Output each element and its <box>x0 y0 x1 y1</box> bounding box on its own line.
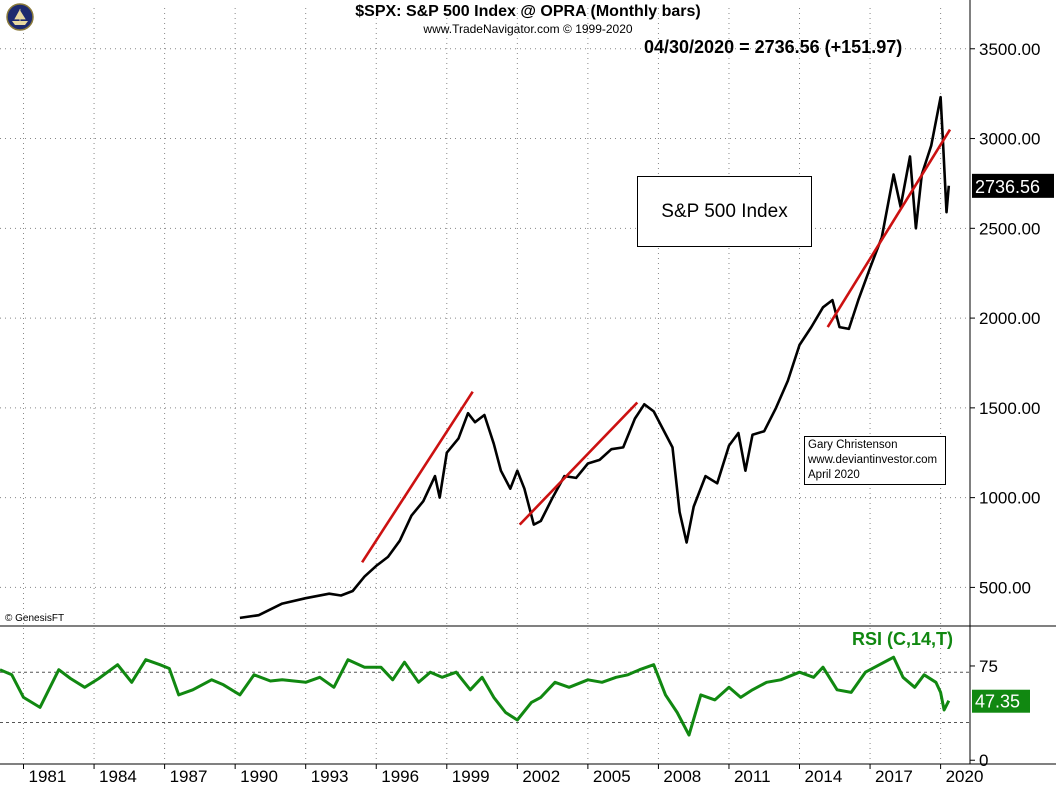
x-tick-label: 2005 <box>593 767 631 786</box>
rsi-y-tick-label: 0 <box>979 751 988 770</box>
chart-subtitle: www.TradeNavigator.com © 1999-2020 <box>423 22 633 36</box>
x-tick-label: 2014 <box>805 767 843 786</box>
trend-line <box>518 401 639 526</box>
last-price-label: 2736.56 <box>975 177 1040 197</box>
rsi-last-marker <box>972 689 1030 713</box>
chart-label-box: S&P 500 Index <box>637 176 812 247</box>
trend-line <box>826 128 952 328</box>
x-tick-label: 1999 <box>452 767 490 786</box>
y-tick-label: 2000.00 <box>979 309 1040 328</box>
y-tick-label: 3500.00 <box>979 40 1040 59</box>
credit-date: April 2020 <box>808 469 860 481</box>
ship-logo-icon <box>6 3 34 31</box>
last-bar-readout: 04/30/2020 = 2736.56 (+151.97) <box>644 37 903 57</box>
last-price-marker <box>972 173 1054 198</box>
rsi-last-label: 47.35 <box>975 692 1020 712</box>
x-tick-label: 1993 <box>311 767 349 786</box>
x-tick-label: 2020 <box>946 767 984 786</box>
rsi-y-tick-label: 75 <box>979 657 998 676</box>
y-tick-label: 1000.00 <box>979 489 1040 508</box>
credit-website: www.deviantinvestor.com <box>808 454 938 466</box>
x-tick-label: 2017 <box>875 767 913 786</box>
x-tick-label: 2008 <box>663 767 701 786</box>
price-series-line <box>239 95 951 620</box>
credit-author: Gary Christenson <box>808 439 898 451</box>
y-tick-label: 3000.00 <box>979 130 1040 149</box>
data-source-label: © GenesisFT <box>5 613 65 624</box>
x-tick-label: 1984 <box>99 767 137 786</box>
x-tick-label: 2002 <box>522 767 560 786</box>
rsi-series-line <box>0 655 951 737</box>
y-tick-label: 1500.00 <box>979 399 1040 418</box>
x-tick-label: 1987 <box>170 767 208 786</box>
x-tick-label: 1990 <box>240 767 278 786</box>
x-tick-label: 1996 <box>381 767 419 786</box>
rsi-title: RSI (C,14,T) <box>851 629 953 649</box>
x-tick-label: 2011 <box>734 767 771 786</box>
y-tick-label: 2500.00 <box>979 219 1040 238</box>
credit-box: Gary Christenson www.deviantinvestor.com… <box>804 436 946 485</box>
y-tick-label: 500.00 <box>979 578 1031 597</box>
x-tick-label: 1981 <box>29 767 67 786</box>
chart-title: $SPX: S&P 500 Index @ OPRA (Monthly bars… <box>355 3 701 20</box>
trend-line <box>361 390 474 564</box>
